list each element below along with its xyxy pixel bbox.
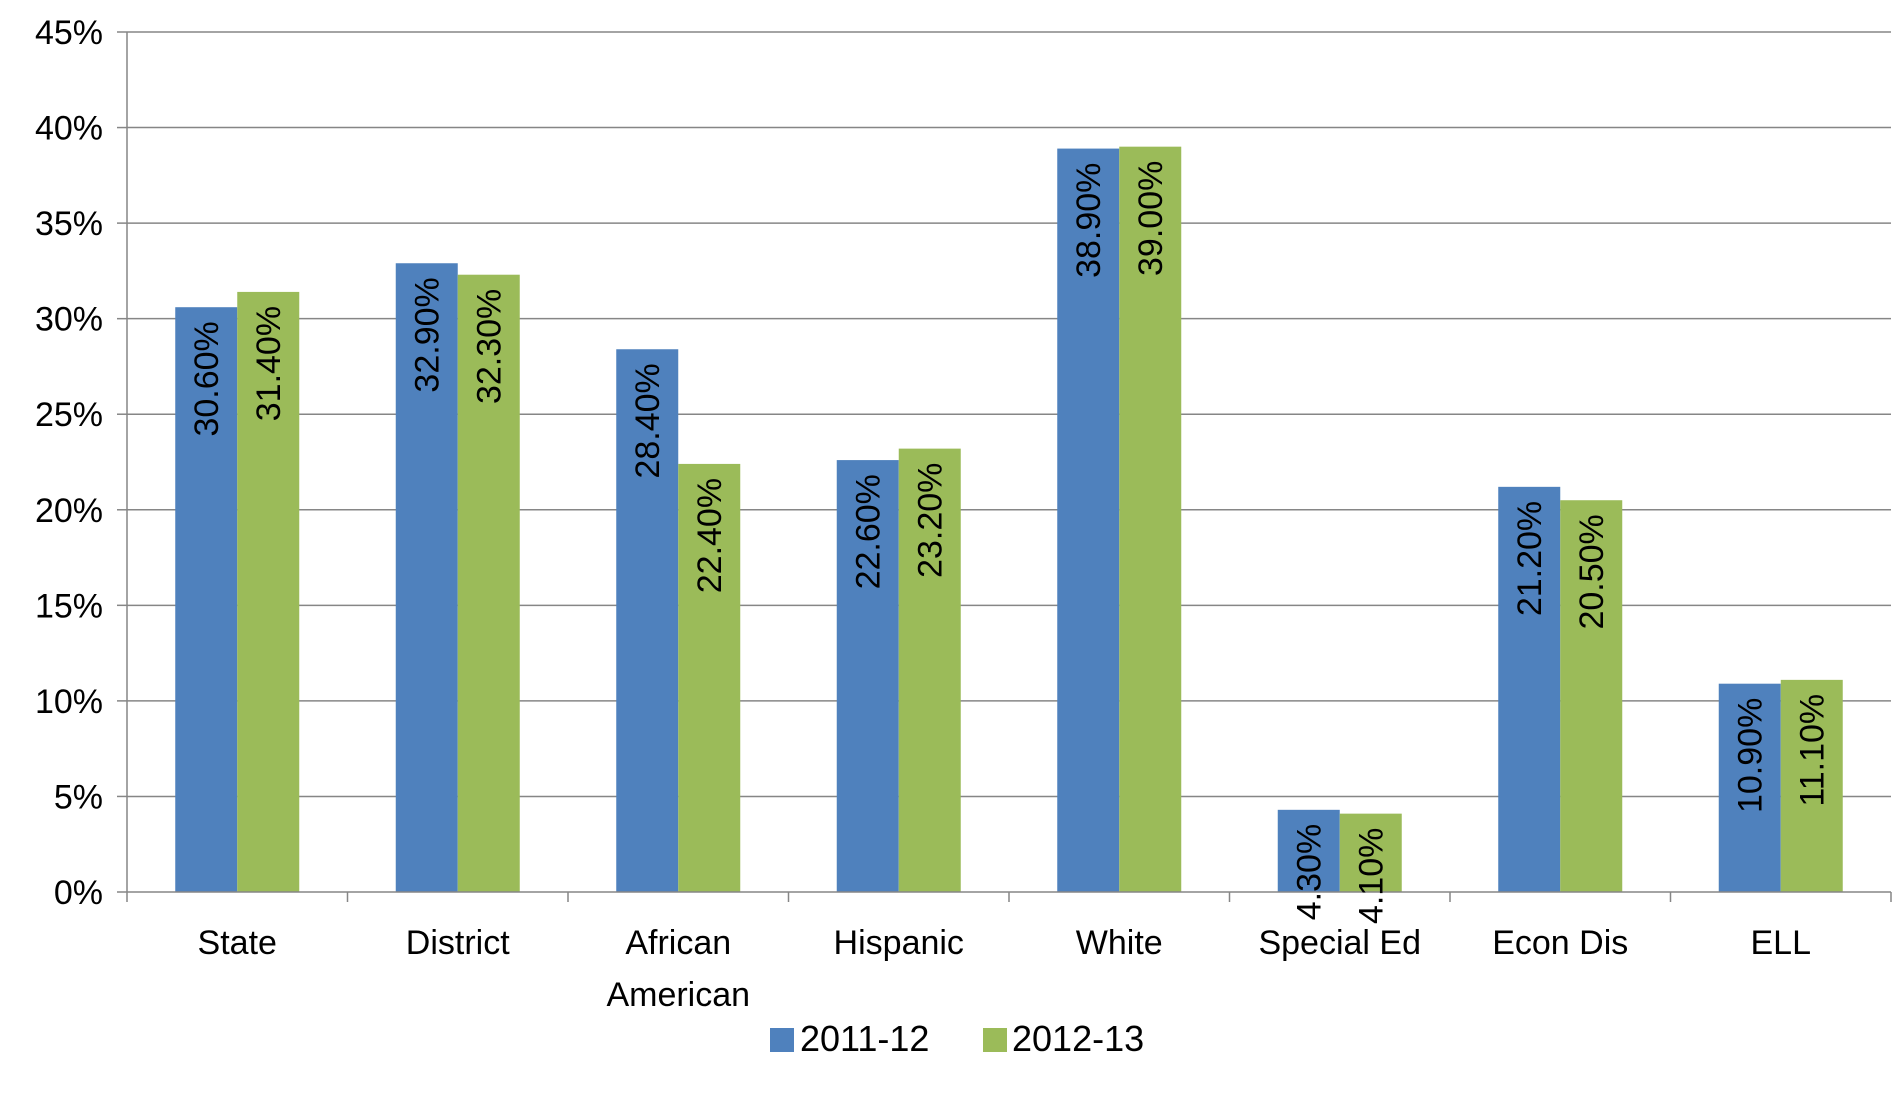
data-label: 39.00% [1132, 161, 1170, 276]
y-tick-label: 10% [35, 683, 103, 721]
y-tick-label: 35% [35, 205, 103, 243]
category-label: Special Ed [1258, 924, 1421, 962]
y-tick-label: 30% [35, 301, 103, 339]
bar-2012-13-5 [1339, 813, 1402, 892]
data-label: 23.20% [912, 463, 950, 578]
data-label: 28.40% [629, 363, 667, 478]
y-tick-label: 45% [35, 14, 103, 52]
legend-label: 2011-12 [800, 1018, 929, 1059]
data-label: 21.20% [1511, 501, 1549, 616]
bars [175, 146, 1843, 893]
data-labels: 30.60% 31.40% 32.90% 32.30% 28.40% 22.40% 22.6… [188, 161, 1832, 924]
y-tick-label: 5% [54, 778, 103, 816]
category-label: State [198, 924, 277, 962]
data-label: 22.60% [850, 474, 888, 589]
data-label: 32.90% [409, 277, 447, 392]
data-label: 31.40% [250, 306, 288, 421]
axes: 0% 5% 10% 15% 20% 25% 30% 35% 40% 45% State Distric… [35, 14, 1892, 1014]
bar-2011-12-1 [395, 263, 458, 892]
bar-2012-13-3 [898, 448, 961, 892]
legend-swatch-2011-12 [770, 1028, 794, 1052]
category-label: African [625, 924, 731, 962]
bar-2011-12-7 [1718, 683, 1781, 892]
bar-2011-12-0 [175, 307, 238, 892]
legend-swatch-2012-13 [983, 1028, 1007, 1052]
data-label: 32.30% [471, 289, 509, 404]
bar-2012-13-7 [1780, 679, 1843, 892]
bar-2011-12-6 [1498, 486, 1561, 892]
data-label: 38.90% [1070, 163, 1108, 278]
bar-2012-13-6 [1560, 500, 1623, 892]
bar-2011-12-4 [1057, 148, 1120, 893]
data-label: 30.60% [188, 321, 226, 436]
bar-2012-13-4 [1119, 146, 1182, 892]
bar-2012-13-2 [678, 463, 741, 892]
bar-2011-12-2 [616, 349, 679, 892]
category-label: Hispanic [834, 924, 964, 962]
category-label: American [606, 976, 750, 1014]
category-label: White [1076, 924, 1163, 962]
y-tick-label: 15% [35, 587, 103, 625]
data-label: 4.10% [1353, 828, 1391, 924]
bar-2012-13-1 [457, 274, 520, 892]
data-label: 10.90% [1732, 698, 1770, 813]
data-label: 22.40% [691, 478, 729, 593]
legend-label: 2012-13 [1012, 1018, 1144, 1059]
gridlines [127, 31, 1891, 798]
category-label: ELL [1751, 924, 1812, 962]
data-label: 11.10% [1794, 694, 1832, 807]
y-tick-label: 0% [54, 874, 103, 912]
bar-2012-13-0 [237, 291, 300, 892]
data-label: 20.50% [1573, 514, 1611, 629]
y-tick-label: 40% [35, 110, 103, 148]
bar-2011-12-5 [1277, 809, 1340, 892]
legend: 2011-12 2012-13 [770, 1018, 1144, 1059]
y-tick-label: 20% [35, 492, 103, 530]
data-label: 4.30% [1291, 824, 1329, 920]
category-label: District [406, 924, 510, 962]
category-label: Econ Dis [1492, 924, 1628, 962]
y-tick-label: 25% [35, 396, 103, 434]
bar-2011-12-3 [836, 460, 899, 892]
